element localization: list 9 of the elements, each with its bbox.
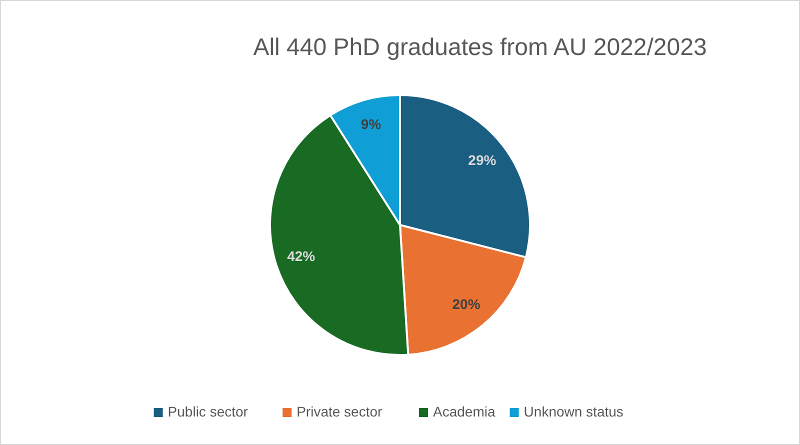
data-label: 29% bbox=[468, 152, 497, 168]
data-label: 9% bbox=[360, 116, 382, 132]
legend-label: Unknown status bbox=[524, 404, 624, 420]
legend-label: Public sector bbox=[168, 404, 248, 420]
chart-title: All 440 PhD graduates from AU 2022/2023 bbox=[253, 34, 707, 61]
legend-label: Academia bbox=[433, 404, 496, 420]
legend-label: Private sector bbox=[296, 404, 383, 420]
data-label: 42% bbox=[287, 248, 316, 264]
data-label: 20% bbox=[452, 296, 481, 312]
